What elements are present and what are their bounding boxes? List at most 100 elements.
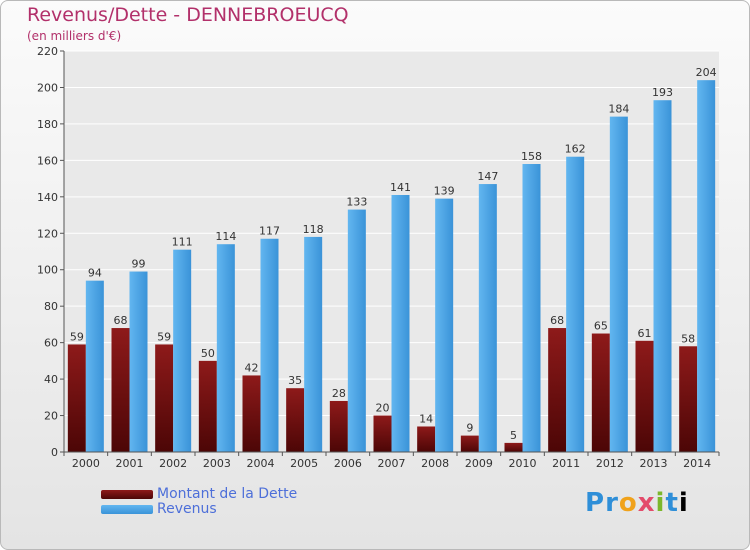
revenus-bar: [391, 194, 410, 452]
proxiti-logo: Proxiti: [585, 488, 689, 518]
y-tick-label: 20: [44, 410, 58, 423]
dette-value-label: 61: [638, 327, 652, 340]
dette-value-label: 58: [681, 332, 695, 345]
y-tick-label: 100: [37, 264, 58, 277]
revenus-value-label: 114: [215, 230, 236, 243]
y-tick-label: 200: [37, 81, 58, 94]
dette-value-label: 9: [466, 422, 473, 435]
y-tick-label: 60: [44, 337, 58, 350]
y-tick-label: 140: [37, 191, 58, 204]
legend-swatch-dette: [101, 490, 153, 499]
x-tick-label: 2009: [465, 457, 493, 470]
chart-title: Revenus/Dette - DENNEBROEUCQ: [27, 4, 349, 26]
x-tick-label: 2011: [552, 457, 580, 470]
dette-value-label: 14: [419, 412, 433, 425]
x-tick-label: 2007: [378, 457, 406, 470]
x-tick-label: 2001: [116, 457, 144, 470]
dette-bar: [329, 400, 348, 452]
dette-value-label: 35: [288, 374, 302, 387]
revenus-bar: [653, 100, 672, 453]
revenus-value-label: 117: [259, 225, 280, 238]
x-tick-label: 2012: [596, 457, 624, 470]
dette-bar: [635, 340, 654, 452]
revenus-bar: [566, 156, 585, 452]
dette-bar: [111, 328, 130, 452]
bars: [67, 80, 716, 453]
revenus-bar: [478, 184, 497, 453]
y-tick-label: 80: [44, 300, 58, 313]
y-tick-label: 120: [37, 227, 58, 240]
revenus-bar: [435, 198, 454, 452]
legend-label-revenus: Revenus: [157, 501, 217, 517]
y-tick-label: 0: [51, 446, 58, 459]
dette-bar: [155, 344, 174, 452]
dette-value-label: 28: [332, 387, 346, 400]
x-tick-label: 2004: [247, 457, 275, 470]
revenus-value-label: 147: [477, 170, 498, 183]
revenus-value-label: 139: [434, 185, 455, 198]
dette-bar: [417, 426, 436, 452]
chart-subtitle: (en milliers d'€): [27, 29, 122, 43]
x-tick-label: 2014: [683, 457, 711, 470]
y-axis: 0 20 40 60 80 100 120 140 160 180 200 220: [37, 45, 65, 459]
revenus-bar: [347, 209, 366, 452]
dette-bar: [504, 442, 523, 452]
revenus-bar: [609, 116, 628, 453]
revenus-bar: [85, 280, 104, 452]
revenus-bar: [697, 80, 716, 452]
dette-value-label: 5: [510, 429, 517, 442]
x-tick-label: 2003: [203, 457, 231, 470]
x-tick-label: 2013: [640, 457, 668, 470]
y-tick-label: 160: [37, 154, 58, 167]
dette-bar: [591, 333, 610, 452]
y-tick-label: 180: [37, 118, 58, 131]
revenus-value-label: 94: [88, 267, 102, 280]
dette-value-label: 65: [594, 320, 608, 333]
dette-bar: [286, 388, 305, 452]
dette-bar: [373, 415, 392, 452]
revenus-bar: [260, 238, 279, 452]
dette-bar: [460, 435, 479, 452]
x-tick-label: 2010: [509, 457, 537, 470]
x-tick-label: 2006: [334, 457, 362, 470]
revenus-value-label: 141: [390, 181, 411, 194]
dette-value-label: 42: [245, 361, 259, 374]
dette-bar: [67, 344, 86, 452]
revenus-bar: [304, 236, 323, 452]
revenus-value-label: 184: [608, 103, 629, 116]
dette-value-label: 20: [376, 402, 390, 415]
revenus-bar: [129, 271, 148, 452]
dette-bar: [198, 360, 217, 452]
x-axis: 2000 2001 2002 2003 2004 2005 2006 2007 2008 2009…: [63, 451, 720, 470]
dette-value-label: 50: [201, 347, 215, 360]
revenus-value-label: 133: [346, 196, 367, 209]
revenus-bar: [522, 164, 541, 452]
legend-swatch-revenus: [101, 505, 153, 514]
x-tick-label: 2008: [421, 457, 449, 470]
x-tick-label: 2002: [159, 457, 187, 470]
revenus-value-label: 111: [172, 236, 193, 249]
revenus-value-label: 193: [652, 86, 673, 99]
x-tick-label: 2005: [290, 457, 318, 470]
dette-bar: [679, 346, 698, 452]
dette-value-label: 68: [550, 314, 564, 327]
dette-value-label: 59: [70, 330, 84, 343]
dette-bar: [548, 328, 567, 452]
revenus-bar: [173, 249, 192, 452]
legend-label-dette: Montant de la Dette: [157, 486, 298, 502]
revenus-bar: [216, 244, 235, 452]
x-tick-label: 2000: [72, 457, 100, 470]
revenus-value-label: 204: [696, 66, 717, 79]
y-tick-label: 40: [44, 373, 58, 386]
revenus-value-label: 158: [521, 150, 542, 163]
y-tick-label: 220: [37, 45, 58, 58]
revenus-value-label: 118: [303, 223, 324, 236]
revenus-value-label: 162: [565, 143, 586, 156]
dette-value-label: 59: [157, 330, 171, 343]
dette-bar: [242, 375, 261, 452]
dette-value-label: 68: [114, 314, 128, 327]
revenus-value-label: 99: [132, 258, 146, 271]
data-labels: 5994689959111501144211735118281332014114…: [70, 66, 717, 442]
